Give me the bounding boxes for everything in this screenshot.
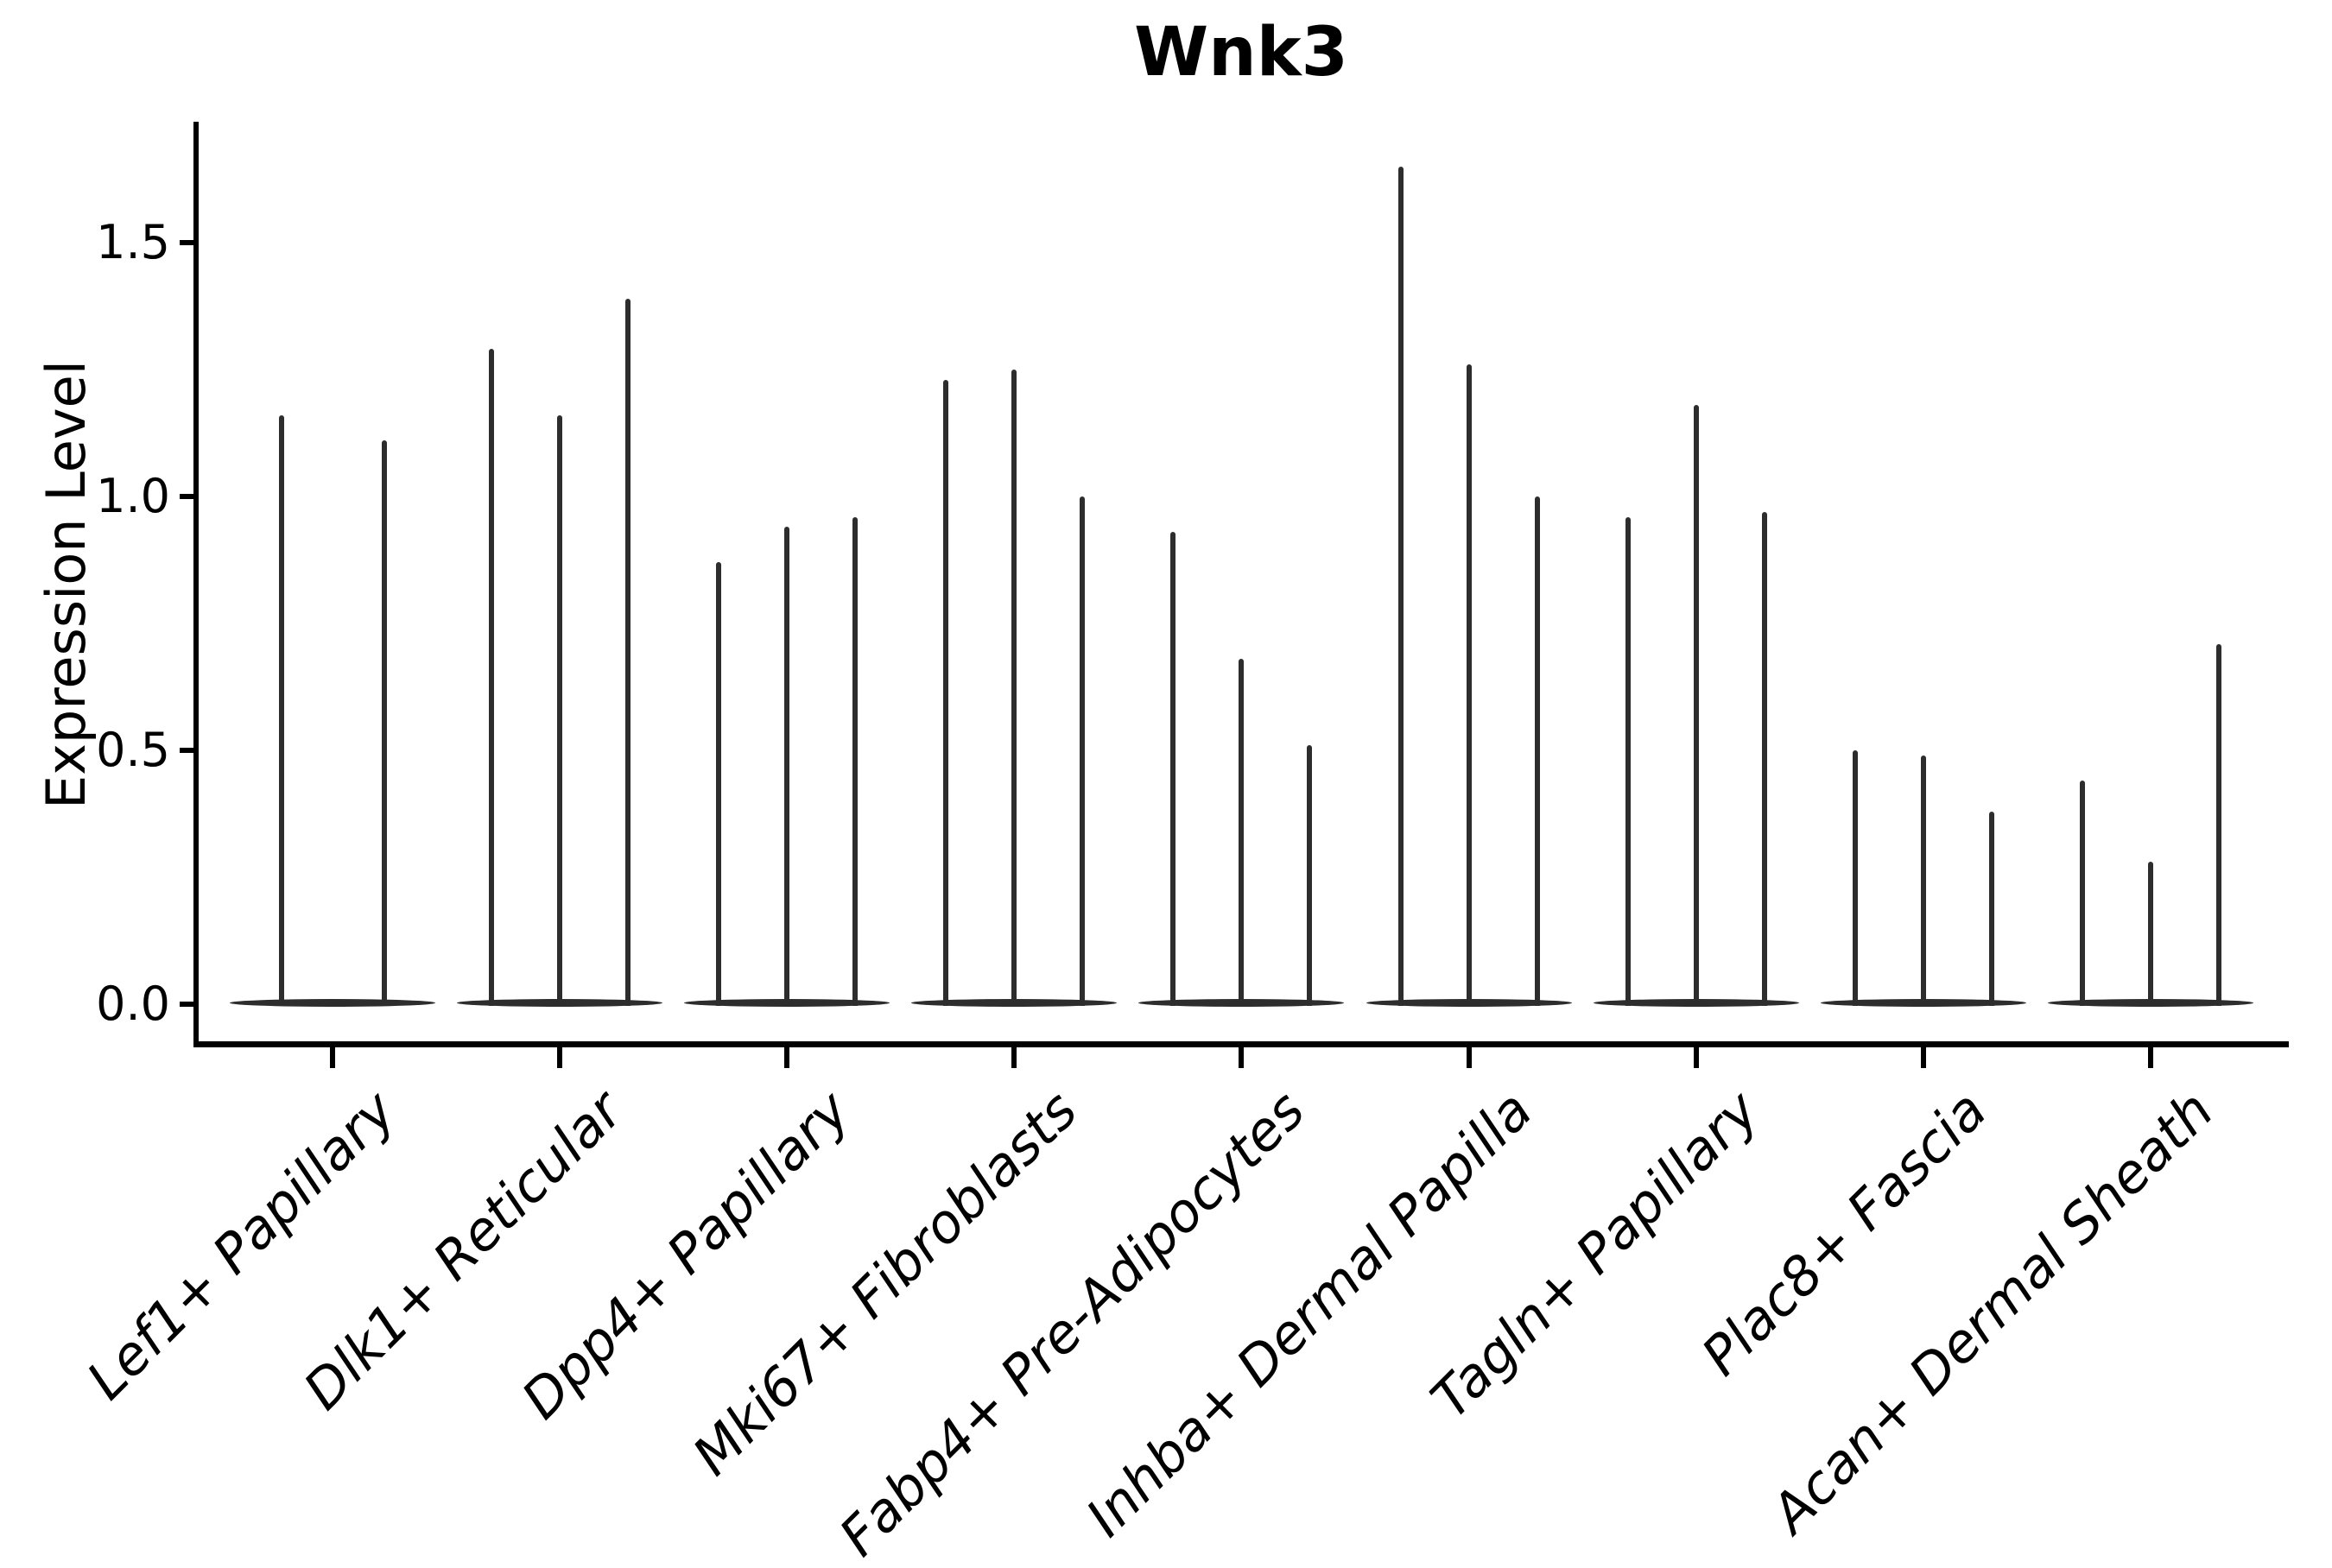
violin-spike: [1466, 364, 1472, 1006]
violin-spike: [1625, 516, 1631, 1006]
plot-title: Wnk3: [1134, 14, 1348, 92]
violin-spike: [943, 379, 949, 1006]
violin-spike: [852, 516, 859, 1006]
x-tick-label: Acan+ Dermal Sheath: [1759, 1078, 2226, 1546]
violin-spike: [1080, 496, 1086, 1006]
violin-spike: [489, 349, 495, 1006]
violin-spike: [1239, 659, 1245, 1006]
y-axis-label: Expression Level: [35, 360, 98, 809]
y-tick-label: 0.0: [96, 977, 170, 1031]
x-tick-mark: [1011, 1047, 1017, 1068]
y-tick-label: 1.5: [96, 215, 170, 269]
y-tick-mark: [180, 748, 193, 753]
x-tick-label: Mki67+ Fibroblasts: [680, 1078, 1090, 1488]
violin-spike: [557, 414, 563, 1006]
violin-spike: [1920, 755, 1926, 1006]
violin-spike: [625, 298, 631, 1006]
x-tick-mark: [1693, 1047, 1699, 1068]
violin-spike: [2215, 643, 2221, 1006]
x-tick-mark: [1239, 1047, 1245, 1068]
violin-spike: [1693, 405, 1699, 1006]
y-tick-mark: [180, 240, 193, 245]
violin-spike: [1852, 750, 1858, 1006]
violin-spike: [1307, 745, 1313, 1006]
x-tick-label: Fabp4+ Pre-Adipocytes: [827, 1078, 1317, 1568]
y-tick-label: 1.0: [96, 469, 170, 523]
violin-spike: [381, 440, 387, 1006]
x-tick-label: Inhba+ Dermal Papilla: [1073, 1078, 1544, 1549]
x-tick-mark: [557, 1047, 563, 1068]
violin-spike: [1534, 496, 1540, 1006]
violin-spike: [2079, 781, 2085, 1006]
violin-spike: [1011, 370, 1017, 1006]
violin-spike: [2147, 862, 2153, 1006]
x-tick-mark: [330, 1047, 335, 1068]
x-tick-mark: [2147, 1047, 2153, 1068]
violin-spike: [1761, 511, 1767, 1006]
y-tick-label: 0.5: [96, 723, 170, 777]
violin-spike: [1170, 532, 1176, 1006]
violin-spike: [784, 527, 790, 1006]
x-tick-mark: [1920, 1047, 1926, 1068]
y-axis-spine: [193, 122, 199, 1047]
violin-spike: [1988, 811, 1994, 1006]
y-tick-mark: [180, 1002, 193, 1007]
violin-spike: [1397, 166, 1404, 1006]
violin-spike: [278, 414, 284, 1006]
x-tick-mark: [1466, 1047, 1472, 1068]
x-axis-spine: [193, 1041, 2289, 1047]
x-tick-mark: [784, 1047, 790, 1068]
violin-spike: [716, 562, 722, 1006]
y-tick-mark: [180, 494, 193, 499]
violin-base: [230, 999, 435, 1007]
